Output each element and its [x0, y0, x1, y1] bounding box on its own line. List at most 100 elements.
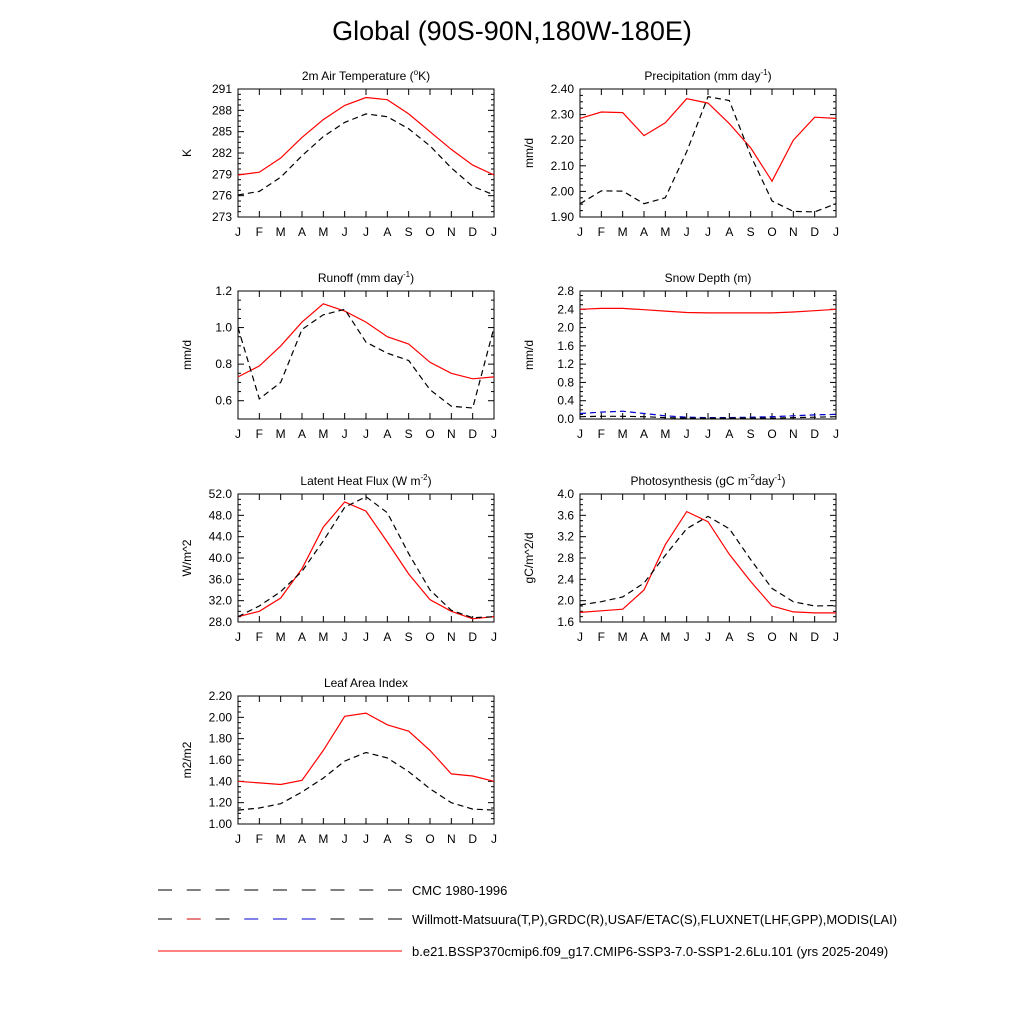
y-tick-label: 1.90: [551, 210, 575, 224]
x-tick-label: M: [618, 427, 628, 441]
y-tick-label: 2.30: [551, 108, 575, 122]
x-tick-label: J: [342, 427, 348, 441]
plot-frame: [579, 88, 837, 218]
x-tick-label: J: [342, 832, 348, 846]
x-tick-label: M: [660, 427, 670, 441]
x-tick-label: N: [789, 630, 798, 644]
panel-title-tail: day: [755, 474, 774, 488]
x-tick-label: A: [298, 427, 306, 441]
x-tick-label: S: [747, 225, 755, 239]
panel-title-tail: ): [428, 474, 432, 488]
x-tick-label: A: [383, 832, 391, 846]
x-tick-label: J: [833, 427, 839, 441]
x-tick-label: N: [789, 427, 798, 441]
panel-title: Runoff (mm day-1): [318, 270, 414, 285]
legend-item: b.e21.BSSP370cmip6.f09_g17.CMIP6-SSP3-7.…: [158, 944, 888, 959]
x-tick-label: J: [235, 225, 241, 239]
x-tick-label: F: [256, 630, 263, 644]
y-tick-label: 2.10: [551, 159, 575, 173]
x-tick-label: N: [447, 832, 456, 846]
x-tick-label: M: [318, 630, 328, 644]
x-tick-label: A: [640, 630, 648, 644]
x-tick-label: M: [276, 832, 286, 846]
x-tick-label: D: [810, 225, 819, 239]
panel-title-sup: -2: [420, 473, 428, 482]
x-tick-label: A: [298, 225, 306, 239]
series-line-obs: [579, 96, 837, 213]
x-tick-label: D: [468, 427, 477, 441]
y-tick-label: 1.6: [557, 339, 574, 353]
plot-frame: [237, 493, 495, 623]
x-tick-label: N: [447, 630, 456, 644]
y-axis-label: K: [180, 149, 194, 157]
x-tick-label: J: [577, 225, 583, 239]
x-tick-label: A: [725, 630, 733, 644]
x-tick-label: O: [767, 630, 776, 644]
y-tick-label: 2.8: [557, 284, 574, 298]
plot-frame: [237, 290, 495, 420]
x-tick-label: O: [425, 630, 434, 644]
y-tick-label: 1.2: [557, 357, 574, 371]
chart-panel-5: Latent Heat Flux (W m-2) 28.0 32.0 36.0 40.0…: [180, 473, 497, 644]
x-tick-label: A: [640, 427, 648, 441]
x-tick-label: J: [363, 225, 369, 239]
panel-title: Latent Heat Flux (W m-2): [300, 473, 431, 488]
x-tick-label: D: [810, 427, 819, 441]
x-tick-label: J: [705, 225, 711, 239]
chart-panel-4: Snow Depth (m) 0.0 0.4 0.8 1.2 1.6 2.0 2.4 2.8 J F…: [522, 271, 839, 441]
x-tick-label: O: [425, 832, 434, 846]
legend-label: CMC 1980-1996: [412, 883, 507, 898]
panel-title-text: Snow Depth (m): [665, 271, 752, 285]
y-tick-label: 0.8: [215, 357, 232, 371]
series-line-model: [237, 501, 495, 620]
x-tick-label: F: [598, 225, 605, 239]
x-tick-label: J: [235, 832, 241, 846]
legend-label: Willmott-Matsuura(T,P),GRDC(R),USAF/ETAC…: [412, 912, 897, 927]
panel-title: 2m Air Temperature (oK): [302, 68, 430, 83]
panel-title-text: Latent Heat Flux (W m: [300, 474, 420, 488]
y-tick-label: 273: [212, 210, 232, 224]
x-tick-label: A: [383, 427, 391, 441]
x-tick-label: J: [491, 630, 497, 644]
series-line-model: [237, 303, 495, 380]
y-tick-label: 2.8: [557, 551, 574, 565]
series-line-obs: [579, 515, 837, 607]
chart-panel-6: Photosynthesis (gC m-2day-1) 1.6 2.0 2.4 2.8…: [522, 473, 839, 644]
y-tick-label: 288: [212, 103, 232, 117]
y-tick-label: 1.0: [215, 321, 232, 335]
x-tick-label: A: [725, 427, 733, 441]
series-line-model: [579, 510, 836, 614]
chart-panel-1: 2m Air Temperature (oK) 273 276 279 282 285 28…: [180, 68, 497, 239]
panel-title-sup: -1: [774, 473, 782, 482]
x-tick-label: M: [618, 225, 628, 239]
x-tick-label: S: [405, 832, 413, 846]
panel-title-text: Runoff (mm day: [318, 271, 403, 285]
y-tick-label: 40.0: [209, 551, 233, 565]
x-tick-label: S: [405, 630, 413, 644]
x-tick-label: J: [684, 225, 690, 239]
panel-title-tail: ): [768, 69, 772, 83]
y-tick-label: 285: [212, 125, 232, 139]
x-tick-label: D: [468, 630, 477, 644]
chart-panel-3: Runoff (mm day-1)0.60.81.01.2J F M A M J J A S O N…: [180, 270, 497, 441]
x-tick-label: A: [725, 225, 733, 239]
panel-title: Precipitation (mm day-1): [644, 68, 771, 83]
y-tick-label: 48.0: [209, 508, 233, 522]
figure-title: Global (90S-90N,180W-180E): [332, 16, 692, 46]
y-tick-label: 1.00: [209, 817, 233, 831]
y-tick-label: 28.0: [209, 615, 233, 629]
series-line-obs: [237, 751, 495, 811]
y-tick-label: 1.6: [557, 615, 574, 629]
x-tick-label: M: [276, 427, 286, 441]
y-tick-label: 1.20: [209, 796, 233, 810]
x-tick-label: J: [363, 427, 369, 441]
x-tick-label: M: [318, 427, 328, 441]
y-tick-label: 0.4: [557, 394, 574, 408]
x-tick-label: M: [276, 225, 286, 239]
y-tick-label: 32.0: [209, 594, 233, 608]
series-line-model: [579, 307, 837, 314]
panel-title-tail: K): [418, 69, 430, 83]
x-tick-label: J: [342, 630, 348, 644]
panel-title: Photosynthesis (gC m-2day-1): [631, 473, 786, 488]
x-tick-label: J: [833, 225, 839, 239]
